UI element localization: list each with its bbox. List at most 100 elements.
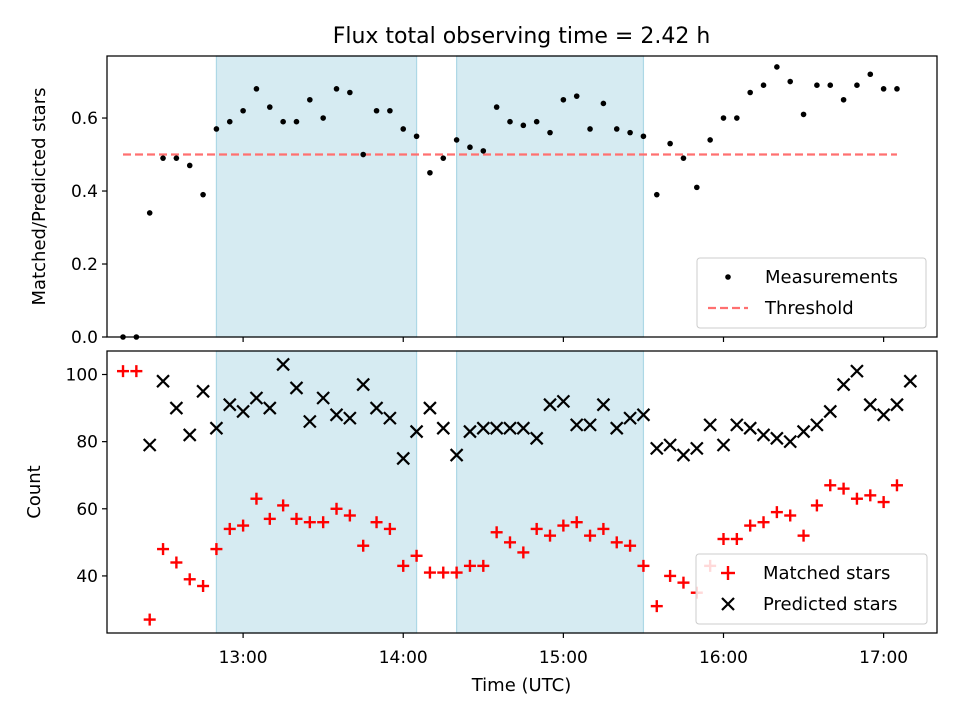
matched-star-point bbox=[277, 499, 290, 512]
ratio-plot-frame bbox=[106, 55, 938, 338]
measurement-point bbox=[640, 133, 647, 140]
matched-star-point bbox=[730, 533, 743, 545]
count-y-tick-label: 100 bbox=[66, 366, 98, 386]
predicted-star-point bbox=[823, 404, 838, 419]
measurement-point bbox=[774, 64, 780, 70]
predicted-star-point bbox=[369, 401, 384, 415]
measurement-point bbox=[373, 107, 380, 114]
predicted-star-point bbox=[423, 401, 437, 415]
matched-star-point bbox=[423, 566, 436, 579]
measurement-point bbox=[854, 82, 860, 88]
measurement-point bbox=[827, 82, 834, 88]
count-y-axis-label: Count bbox=[24, 465, 45, 518]
matched-star-point bbox=[317, 516, 330, 529]
matched-star-point bbox=[890, 479, 903, 492]
predicted-star-point bbox=[303, 414, 317, 429]
x-tick-label: 16:00 bbox=[699, 648, 748, 668]
matched-star-point bbox=[637, 559, 650, 572]
matched-star-point bbox=[357, 539, 370, 552]
matched-star-point bbox=[437, 566, 450, 579]
measurement-point bbox=[387, 107, 393, 114]
chart-title: Flux total observing time = 2.42 h bbox=[333, 24, 711, 49]
predicted-star-point bbox=[489, 421, 504, 435]
measurement-point bbox=[280, 118, 286, 125]
matched-star-point bbox=[624, 539, 637, 552]
matched-star-point bbox=[677, 576, 690, 589]
matched-star-point bbox=[183, 573, 196, 586]
count-legend: Matched stars Predicted stars bbox=[695, 553, 928, 625]
count-y-tick-label: 40 bbox=[76, 567, 98, 587]
measurement-point bbox=[734, 115, 740, 121]
x-tick-label: 14:00 bbox=[379, 648, 428, 668]
matched-star-point bbox=[223, 522, 236, 535]
measurement-point bbox=[707, 137, 713, 143]
matched-star-point bbox=[530, 522, 543, 535]
measurement-point bbox=[894, 86, 900, 92]
measurement-point bbox=[360, 151, 367, 158]
predicted-star-point bbox=[890, 397, 904, 412]
predicted-star-point bbox=[329, 408, 344, 422]
matched-star-point bbox=[544, 529, 557, 542]
measurement-point bbox=[507, 118, 513, 125]
matched-star-point bbox=[584, 529, 597, 542]
predicted-star-point bbox=[409, 424, 424, 439]
matched-star-point bbox=[170, 556, 183, 569]
predicted-star-point bbox=[263, 401, 277, 415]
predicted-star-point bbox=[663, 438, 677, 452]
predicted-star-point bbox=[316, 391, 330, 405]
predicted-star-point bbox=[596, 397, 611, 412]
measurement-point bbox=[453, 137, 460, 143]
measurement-point bbox=[160, 155, 166, 161]
predicted-star-point bbox=[529, 431, 544, 446]
predicted-star-point bbox=[556, 394, 571, 409]
ratio-y-tick-label: 0.2 bbox=[71, 255, 98, 275]
legend-threshold-label: Threshold bbox=[764, 298, 854, 319]
measurement-point bbox=[600, 100, 607, 107]
measurement-point bbox=[560, 96, 567, 103]
measurement-point bbox=[760, 82, 767, 88]
predicted-star-point bbox=[142, 438, 157, 452]
predicted-star-point bbox=[463, 424, 477, 439]
matched-star-point bbox=[650, 600, 663, 613]
matched-star-point bbox=[770, 506, 783, 519]
ratio-panel: 0.0 0.2 0.4 0.6 Matched/Predicted stars Mea… bbox=[29, 55, 938, 348]
predicted-star-point bbox=[703, 418, 717, 432]
measurement-point bbox=[814, 82, 820, 88]
matched-star-point bbox=[810, 499, 823, 512]
measurement-point bbox=[240, 107, 246, 114]
matched-star-point bbox=[570, 516, 583, 529]
measurement-point bbox=[720, 115, 727, 121]
predicted-star-point bbox=[543, 397, 557, 412]
predicted-star-point bbox=[343, 411, 357, 425]
matched-star-point bbox=[824, 479, 837, 492]
predicted-star-point bbox=[690, 441, 704, 456]
matched-star-point bbox=[197, 580, 210, 592]
measurement-point bbox=[694, 184, 700, 191]
matched-star-point bbox=[330, 502, 343, 515]
predicted-star-point bbox=[796, 424, 811, 439]
count-observing-band-2 bbox=[456, 350, 645, 634]
ratio-y-tick-label: 0.4 bbox=[71, 182, 98, 202]
measurement-point bbox=[613, 126, 620, 132]
matched-star-point bbox=[757, 516, 770, 529]
measurement-point bbox=[480, 148, 487, 154]
predicted-star-point bbox=[903, 374, 918, 388]
matched-star-point bbox=[210, 543, 223, 556]
predicted-star-point bbox=[676, 448, 691, 462]
measurement-point bbox=[320, 115, 326, 121]
measurement-point bbox=[253, 86, 260, 92]
matched-star-point bbox=[664, 569, 677, 582]
measurement-point bbox=[173, 155, 180, 161]
predicted-star-point bbox=[222, 397, 237, 412]
count-observing-band-1 bbox=[215, 350, 418, 634]
matched-star-point bbox=[263, 512, 276, 525]
measurement-point bbox=[146, 210, 153, 216]
matched-star-point bbox=[490, 526, 503, 539]
matched-star-point bbox=[717, 533, 730, 545]
predicted-star-point bbox=[863, 397, 878, 412]
predicted-star-point bbox=[182, 428, 197, 442]
predicted-star-point bbox=[783, 434, 797, 449]
matched-star-point bbox=[837, 482, 850, 495]
measurement-point bbox=[213, 126, 220, 132]
